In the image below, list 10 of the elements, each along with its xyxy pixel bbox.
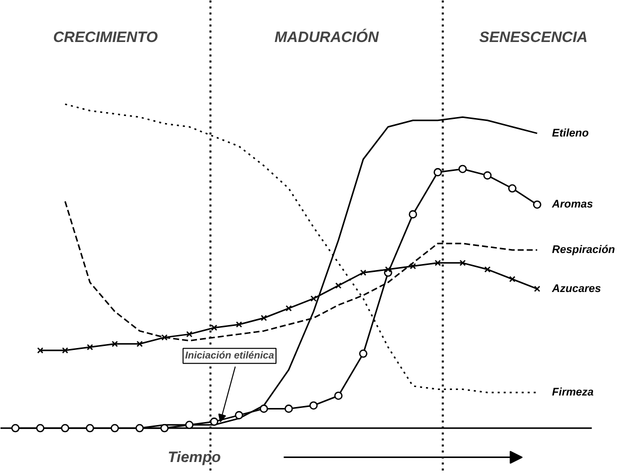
series-label: Firmeza <box>552 386 594 399</box>
series-label: Etileno <box>552 127 590 140</box>
text: CRECIMIENTO <box>53 28 158 46</box>
series-label: Respiración <box>552 244 616 256</box>
text: MADURACIÓN <box>274 28 380 46</box>
x-axis-title: Tiempo <box>168 448 221 466</box>
text: SENESCENCIA <box>479 28 588 46</box>
series-label: Aromas <box>551 198 594 211</box>
annotation: Iniciación etilénica <box>185 350 274 362</box>
series-label: Azucares <box>551 282 601 295</box>
